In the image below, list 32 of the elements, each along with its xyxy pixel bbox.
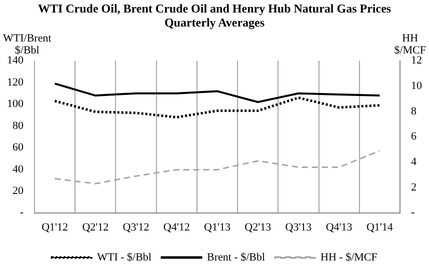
line-series (54, 96, 381, 119)
y2-tick-label: 8 (411, 105, 417, 118)
legend-label: HH - $/MCF (320, 251, 378, 264)
y-tick-label: 60 (12, 142, 24, 154)
y-tick-label: 120 (7, 76, 24, 88)
x-tick-label: Q2'12 (82, 221, 109, 234)
y-tick-label: - (20, 206, 24, 219)
y2-tick-label: 12 (411, 54, 422, 67)
y2-tick-label: 10 (411, 80, 422, 92)
y-tick-label: 40 (12, 163, 24, 176)
x-tick-label: Q4'12 (163, 221, 190, 234)
y2-tick-label: 2 (411, 181, 416, 194)
y-tick-label: 20 (12, 184, 24, 197)
x-tick-label: Q1'14 (366, 221, 394, 234)
legend-label: WTI - $/Bbl (97, 251, 152, 264)
y2-axis-title: HH $/MCF (394, 32, 426, 57)
y2-tick-label: 4 (411, 156, 417, 168)
x-tick-label: Q3'13 (285, 221, 312, 234)
chart-title: WTI Crude Oil, Brent Crude Oil and Henry Hub Natural Gas Prices (38, 1, 392, 16)
y-axis-title: WTI/Brent $/Bbl (2, 32, 52, 57)
x-tick-label: Q3'12 (122, 221, 150, 234)
legend-label: Brent - $/Bbl (206, 251, 266, 264)
x-tick-label: Q1'13 (204, 221, 231, 234)
y2-tick-label: 6 (411, 130, 417, 143)
y-tick-label: 80 (12, 120, 24, 132)
x-tick-label: Q1'12 (42, 221, 68, 234)
chart-subtitle: Quarterly Averages (164, 16, 265, 30)
x-tick-label: Q4'13 (326, 221, 353, 234)
x-tick-label: Q2'13 (244, 221, 272, 234)
y-tick-label: 100 (7, 98, 24, 110)
y-tick-label: 140 (7, 54, 24, 67)
y2-tick-label: - (411, 206, 415, 219)
